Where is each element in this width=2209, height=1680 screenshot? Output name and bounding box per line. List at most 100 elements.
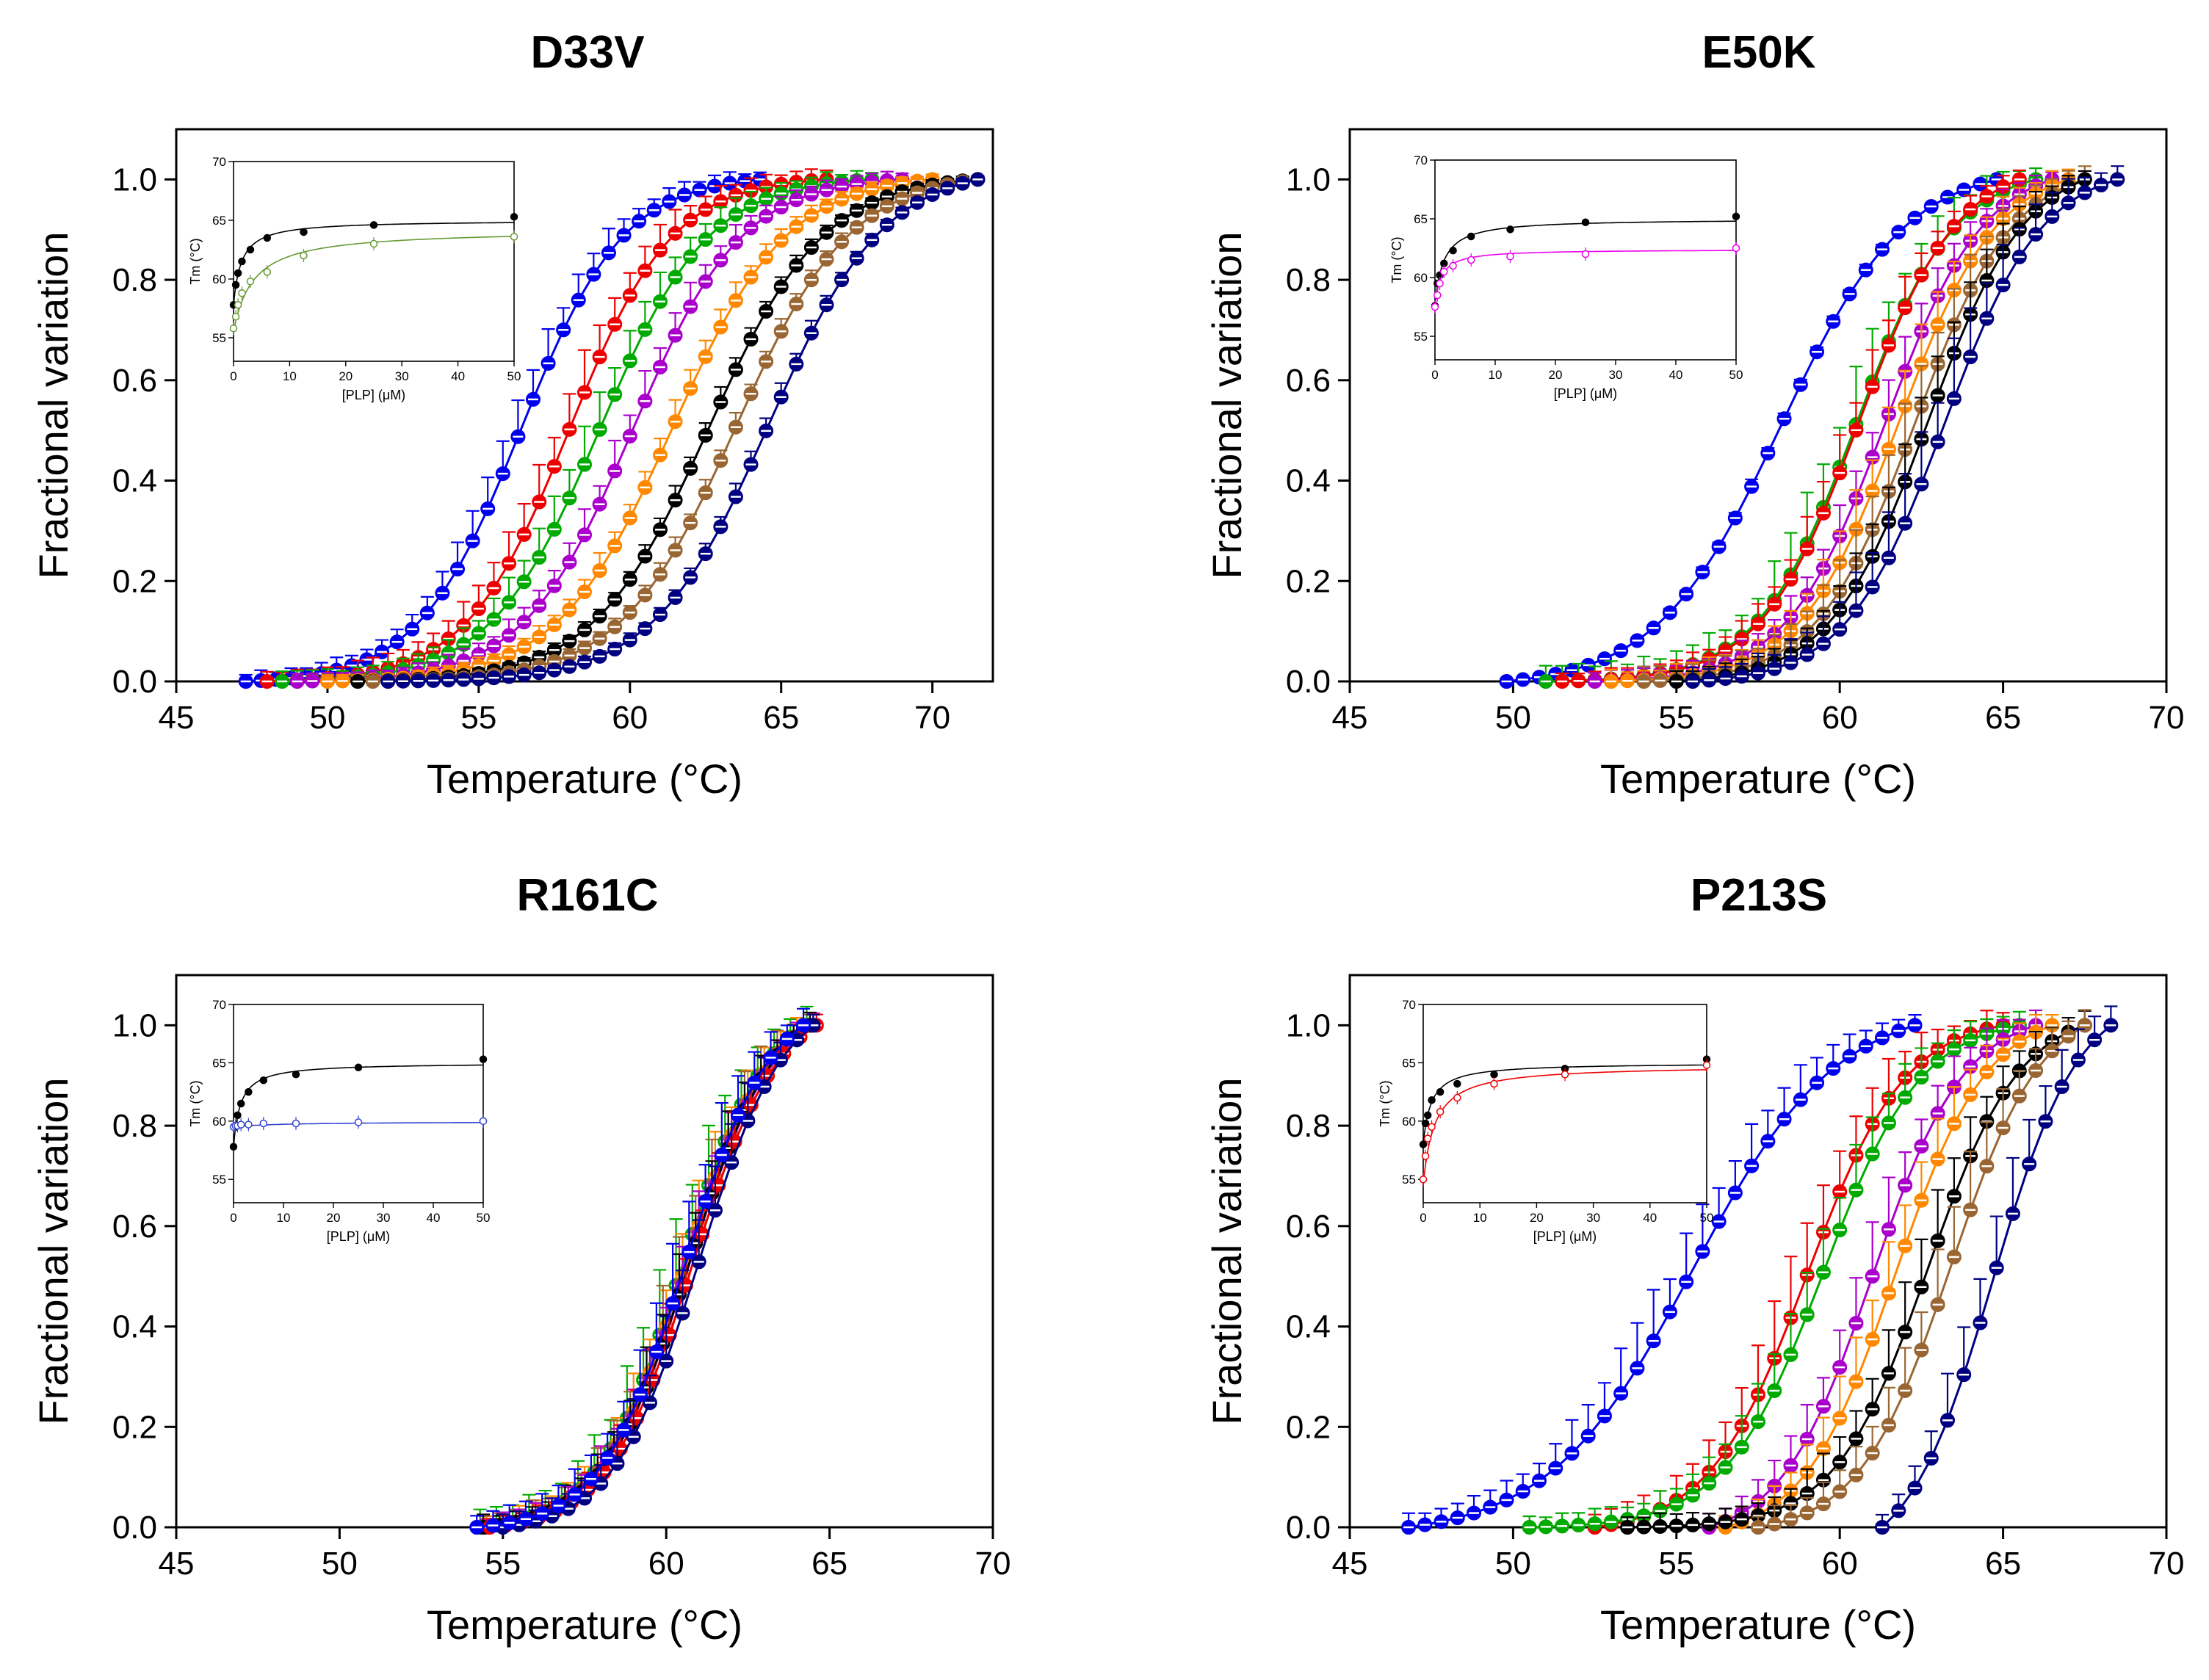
- inset-y-tick-label: 65: [1414, 212, 1428, 226]
- inset-data-point: [259, 1119, 268, 1128]
- inset-data-point: [510, 212, 518, 221]
- inset-y-tick-label: 70: [1402, 998, 1416, 1012]
- inset-data-point: [1453, 1093, 1461, 1102]
- inset-data-point: [245, 1120, 253, 1129]
- inset-data-point: [231, 280, 240, 289]
- series-navy: [1685, 165, 2125, 689]
- inset-series-wild-type: [1419, 1055, 1711, 1148]
- inset-x-tick-label: 50: [1700, 1211, 1714, 1225]
- inset-data-point: [246, 277, 255, 286]
- inset-p213s: 0 10 20 30 40 50 55 60 65 70 [PLP] (μM) Tm (°C): [1378, 998, 1713, 1244]
- inset-data-point: [263, 233, 272, 242]
- x-tick-label: 45: [1332, 700, 1368, 736]
- inset-data-point: [1581, 218, 1590, 227]
- inset-data-point: [479, 1055, 488, 1063]
- x-tick-label: 45: [159, 1546, 195, 1582]
- y-tick-label: 0.6: [1286, 1209, 1331, 1245]
- x-tick-label: 60: [1822, 700, 1858, 736]
- inset-series-r161c: [229, 1114, 488, 1134]
- y-tick-label: 0.0: [112, 1510, 157, 1546]
- inset-x-tick-label: 10: [1473, 1211, 1487, 1225]
- y-tick-label: 0.2: [112, 563, 157, 599]
- inset-data-point: [1732, 212, 1740, 221]
- series-line: [282, 178, 872, 683]
- inset-series-p213s: [1419, 1058, 1711, 1187]
- inset-data-point: [354, 1118, 363, 1126]
- y-axis-label: Fractional variation: [1204, 231, 1250, 579]
- x-tick-label: 70: [2149, 700, 2185, 736]
- inset-x-tick-label: 30: [1609, 368, 1623, 382]
- y-tick-label: 0.8: [112, 1108, 157, 1144]
- inset-data-point: [234, 1111, 242, 1120]
- series-blue: [469, 1007, 811, 1535]
- x-tick-label: 65: [763, 700, 799, 736]
- y-axis-label: Fractional variation: [30, 231, 76, 579]
- inset-y-tick-label: 60: [1414, 271, 1428, 285]
- inset-data-point: [1421, 1152, 1430, 1160]
- x-tick-label: 50: [309, 700, 345, 736]
- x-axis-label: Temperature (°C): [427, 1601, 742, 1648]
- inset-data-point: [229, 1143, 238, 1151]
- inset-data-point: [1490, 1079, 1498, 1088]
- inset-data-point: [236, 1099, 245, 1108]
- x-tick-label: 50: [322, 1546, 358, 1582]
- series-green: [1522, 1010, 2027, 1535]
- inset-y-tick-label: 55: [212, 1173, 226, 1187]
- x-tick-label: 60: [1822, 1546, 1858, 1582]
- inset-x-tick-label: 50: [507, 369, 521, 383]
- x-tick-label: 50: [1495, 700, 1531, 736]
- y-tick-label: 1.0: [1286, 162, 1331, 198]
- inset-x-tick-label: 30: [395, 369, 409, 383]
- inset-x-tick-label: 0: [230, 369, 236, 383]
- y-tick-label: 1.0: [112, 1007, 157, 1043]
- inset-data-point: [236, 1120, 245, 1129]
- plot-frame: [175, 974, 994, 1529]
- inset-data-point: [292, 1119, 300, 1128]
- x-tick-label: 70: [2149, 1546, 2185, 1582]
- inset-x-tick-label: 0: [1420, 1211, 1426, 1225]
- inset-x-label: [PLP] (μM): [1554, 386, 1617, 401]
- inset-x-tick-label: 30: [377, 1211, 391, 1225]
- series-navy: [380, 172, 986, 689]
- inset-data-point: [1419, 1175, 1428, 1184]
- y-tick-label: 0.4: [1286, 463, 1331, 499]
- x-tick-label: 55: [1658, 700, 1694, 736]
- inset-x-tick-label: 40: [1643, 1211, 1657, 1225]
- inset-data-point: [300, 228, 308, 236]
- x-tick-label: 55: [1658, 1546, 1694, 1582]
- series-blue: [238, 171, 767, 689]
- inset-data-point: [1423, 1134, 1432, 1143]
- inset-y-label: Tm (°C): [1378, 1080, 1392, 1126]
- inset-x-tick-label: 50: [477, 1211, 491, 1225]
- inset-data-point: [1431, 303, 1439, 311]
- inset-series-e50k: [1431, 242, 1740, 314]
- inset-data-point: [1436, 279, 1444, 288]
- inset-x-tick-label: 10: [1489, 368, 1503, 382]
- inset-data-point: [1453, 1079, 1461, 1088]
- inset-data-point: [263, 268, 272, 276]
- inset-data-point: [300, 251, 308, 260]
- inset-y-tick-label: 60: [1402, 1115, 1416, 1129]
- inset-data-point: [1506, 225, 1514, 233]
- inset-x-tick-label: 40: [451, 369, 465, 383]
- series-navy: [1875, 1005, 2119, 1535]
- series-red: [482, 1013, 824, 1535]
- inset-y-tick-label: 55: [212, 331, 226, 345]
- inset-x-label: [PLP] (μM): [342, 388, 405, 402]
- inset-data-point: [245, 1087, 253, 1096]
- y-tick-label: 0.8: [1286, 262, 1331, 298]
- inset-x-label: [PLP] (μM): [1533, 1229, 1597, 1244]
- x-tick-label: 65: [1985, 700, 2021, 736]
- inset-data-point: [1561, 1071, 1569, 1079]
- inset-d33v: 0 10 20 30 40 50 55 60 65 70 [PLP] (μM) Tm (°C): [188, 155, 521, 402]
- inset-y-tick-label: 55: [1414, 330, 1428, 344]
- inset-data-point: [246, 245, 255, 254]
- inset-y-tick-label: 70: [1414, 153, 1428, 167]
- inset-data-point: [369, 221, 378, 229]
- y-tick-label: 0.6: [112, 363, 157, 399]
- inset-y-tick-label: 65: [212, 214, 226, 228]
- y-tick-label: 0.0: [1286, 664, 1331, 700]
- panel-title: R161C: [517, 870, 659, 921]
- inset-data-point: [292, 1071, 300, 1079]
